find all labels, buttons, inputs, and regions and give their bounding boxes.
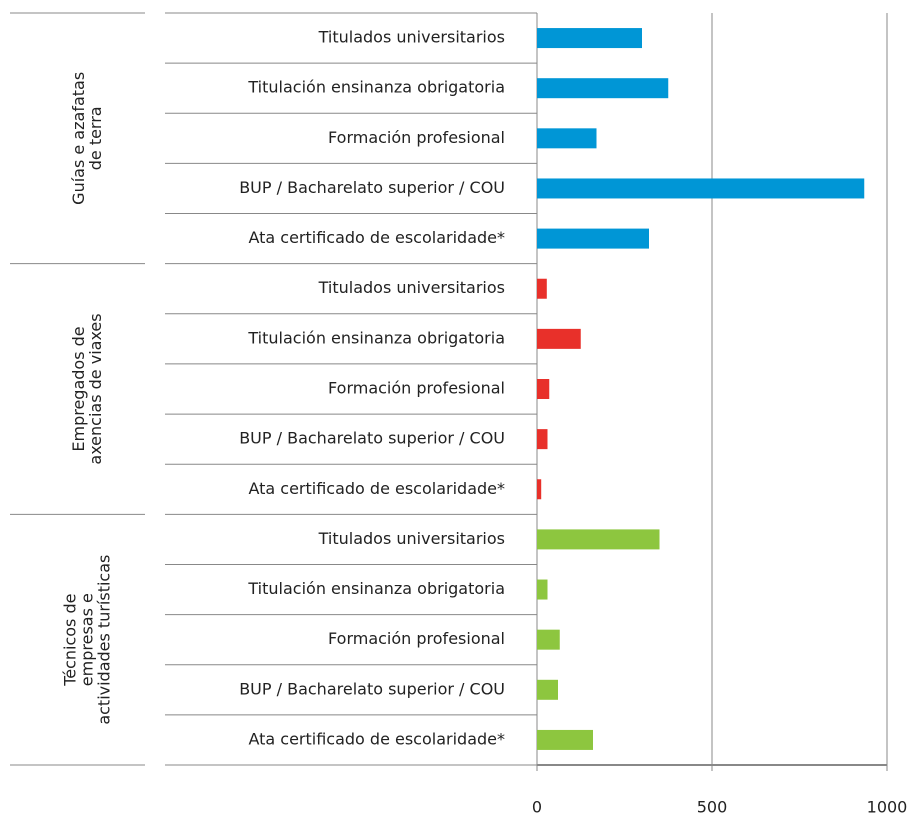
- bar: [537, 629, 560, 650]
- category-label: BUP / Bacharelato superior / COU: [239, 178, 505, 197]
- category-label: Titulación ensinanza obrigatoria: [247, 579, 505, 598]
- bar: [537, 679, 558, 700]
- group-label-line: axencias de viaxes: [86, 313, 105, 464]
- category-label: Titulados universitarios: [318, 28, 505, 47]
- x-tick-label: 1000: [867, 798, 907, 816]
- bar: [537, 28, 642, 49]
- category-label: Formación profesional: [328, 128, 505, 147]
- category-label: Ata certificado de escolaridade*: [248, 479, 505, 498]
- bar: [537, 529, 660, 550]
- bar: [537, 379, 550, 399]
- bar: [537, 579, 548, 600]
- category-label: Ata certificado de escolaridade*: [248, 228, 505, 247]
- bar: [537, 128, 597, 149]
- bar: [537, 178, 865, 199]
- bar: [537, 228, 649, 249]
- x-tick-label: 500: [697, 798, 728, 816]
- bar: [537, 479, 542, 500]
- category-label: Ata certificado de escolaridade*: [248, 729, 505, 748]
- x-tick-label: 0: [532, 798, 542, 816]
- bar: [537, 328, 581, 349]
- category-label: Titulación ensinanza obrigatoria: [247, 78, 505, 97]
- bar: [537, 278, 547, 299]
- category-label: Titulados universitarios: [318, 278, 505, 297]
- category-label: BUP / Bacharelato superior / COU: [239, 429, 505, 448]
- category-label: Formación profesional: [328, 629, 505, 648]
- bar: [537, 78, 669, 99]
- group-label-line: empresas e: [78, 593, 97, 686]
- bar: [537, 429, 548, 450]
- category-label: BUP / Bacharelato superior / COU: [239, 679, 505, 698]
- category-label: Formación profesional: [328, 379, 505, 398]
- group-label-line: Empregados de: [69, 326, 88, 451]
- category-label: Titulados universitarios: [318, 529, 505, 548]
- group-label-line: actividades turísticas: [95, 555, 114, 725]
- category-label: Titulación ensinanza obrigatoria: [247, 328, 505, 347]
- group-label-line: de terra: [86, 106, 105, 170]
- bar: [537, 729, 593, 750]
- group-label-line: Técnicos de: [61, 594, 80, 687]
- group-label-line: Guías e azafatas: [69, 72, 88, 205]
